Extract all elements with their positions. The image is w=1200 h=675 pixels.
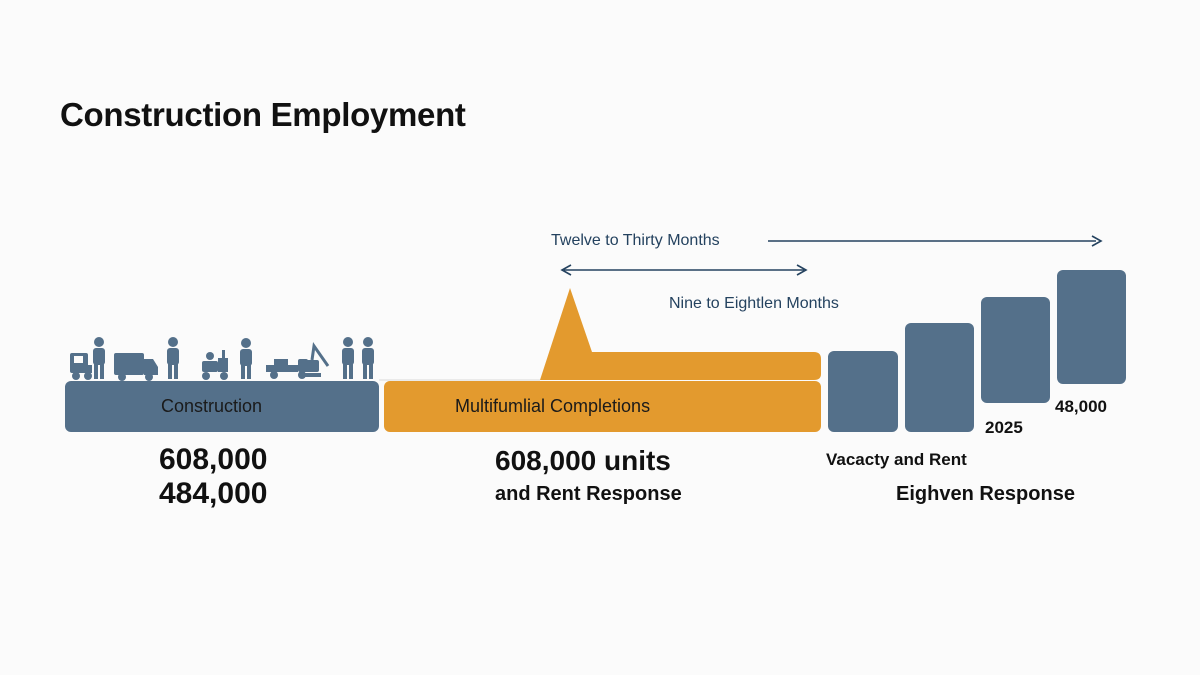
long-arrow-label: Twelve to Thirty Months bbox=[551, 232, 720, 249]
worker-icon bbox=[167, 337, 179, 379]
flatbed-truck-icon bbox=[266, 359, 308, 379]
rent-bar-3 bbox=[981, 297, 1050, 403]
worker-icon bbox=[240, 338, 252, 379]
crane-icon bbox=[303, 342, 330, 377]
rent-bar-4 bbox=[1057, 270, 1126, 384]
construction-bar bbox=[65, 381, 379, 432]
short-arrow-label: Nine to Eightlen Months bbox=[669, 295, 839, 312]
construction-figure-1: 608,000 bbox=[159, 443, 268, 476]
completions-figure: 608,000 units bbox=[495, 445, 671, 476]
value-label: 48,000 bbox=[1055, 397, 1107, 416]
long-arrow bbox=[768, 235, 1103, 247]
page-title: Construction Employment bbox=[60, 96, 466, 133]
worker-icon bbox=[362, 337, 374, 379]
rent-bar-2 bbox=[905, 323, 974, 432]
completions-label: Multifumlial Completions bbox=[455, 396, 651, 416]
construction-label: Construction bbox=[161, 396, 263, 416]
rent-bar-1 bbox=[828, 351, 898, 432]
vacancy-label: Vacacty and Rent bbox=[826, 450, 967, 469]
van-icon bbox=[114, 353, 158, 381]
construction-figure-2: 484,000 bbox=[159, 477, 268, 510]
worker-icon bbox=[342, 337, 354, 379]
completions-subtitle: and Rent Response bbox=[495, 483, 682, 505]
completions-bar bbox=[384, 381, 821, 432]
forklift-icon bbox=[202, 350, 228, 380]
completions-spike bbox=[540, 288, 821, 380]
response-label: Eighven Response bbox=[896, 483, 1075, 505]
worker-icon bbox=[93, 337, 105, 379]
short-double-arrow bbox=[560, 264, 808, 276]
year-label: 2025 bbox=[985, 418, 1023, 437]
truck-icon bbox=[70, 353, 92, 380]
